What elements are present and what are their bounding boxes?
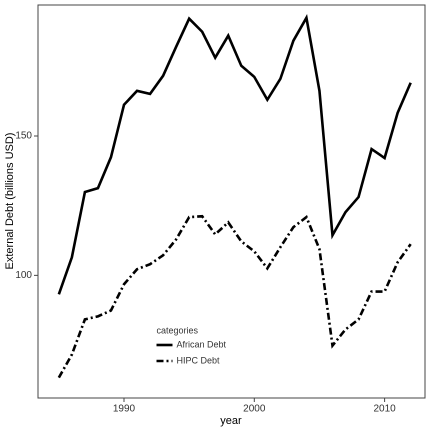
x-tick-label: 2000: [243, 404, 266, 415]
legend-label: HIPC Debt: [177, 355, 221, 365]
legend-label: African Debt: [177, 339, 227, 349]
y-tick-label: 100: [15, 270, 32, 281]
x-tick-label: 1990: [113, 404, 136, 415]
y-tick-label: 150: [15, 131, 32, 142]
data-line: [57, 214, 412, 379]
data-line: [57, 14, 412, 295]
legend-title: categories: [157, 325, 199, 335]
plot-area: [37, 4, 426, 399]
x-tick-label: 2010: [373, 404, 396, 415]
x-axis-title: year: [220, 415, 242, 427]
y-axis-title: External Debt (billions USD): [4, 133, 16, 270]
